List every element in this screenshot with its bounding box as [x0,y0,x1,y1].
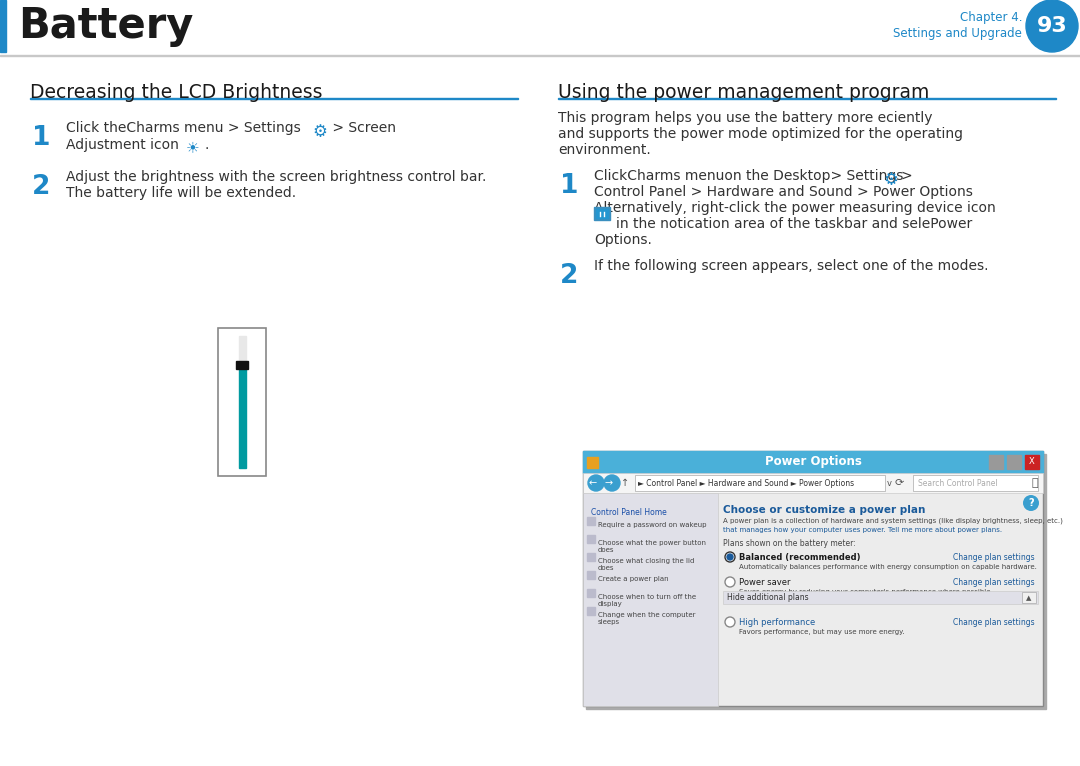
Text: ?: ? [1028,498,1034,508]
Text: X: X [1029,457,1035,466]
Bar [635,475,885,491]
Text: Change when the computer
sleeps: Change when the computer sleeps [598,612,696,625]
Text: Adjust the brightness with the screen brightness control bar.: Adjust the brightness with the screen br… [66,170,486,184]
Bar [596,209,608,218]
Bar [30,97,518,99]
Bar [913,475,1038,491]
Text: The battery life will be extended.: The battery life will be extended. [66,186,296,200]
Text: and supports the power mode optimized for the operating: and supports the power mode optimized fo… [558,127,963,141]
Bar [723,591,1038,604]
Circle shape [604,475,620,491]
Circle shape [725,577,735,587]
Text: If the following screen appears, select one of the modes.: If the following screen appears, select … [594,259,988,273]
Text: Search Control Panel: Search Control Panel [918,479,998,487]
Text: A power plan is a collection of hardware and system settings (like display brigh: A power plan is a collection of hardware… [723,518,1063,525]
Bar [588,607,595,615]
Text: 2: 2 [32,174,51,200]
Text: Using the power management program: Using the power management program [558,83,930,102]
Bar [594,207,610,220]
Bar [237,361,248,369]
Bar [588,589,595,597]
Text: ↑: ↑ [621,478,629,488]
Bar [1022,592,1036,603]
Text: Power saver: Power saver [739,578,791,587]
Text: that manages how your computer uses power. Tell me more about power plans.: that manages how your computer uses powe… [723,527,1002,533]
Text: Choose or customize a power plan: Choose or customize a power plan [723,505,926,515]
Text: Balanced (recommended): Balanced (recommended) [739,553,861,562]
Text: Favors performance, but may use more energy.: Favors performance, but may use more ene… [739,629,905,635]
Circle shape [725,552,735,562]
Bar [1025,455,1039,469]
Text: Chapter 4.: Chapter 4. [959,11,1022,25]
Text: High performance: High performance [739,618,815,627]
Bar [583,493,718,706]
Text: in the noti⁠cation area of the taskbar and selePower: in the noti⁠cation area of the taskbar a… [616,217,972,231]
Text: Options.: Options. [594,233,652,247]
Text: Alternatively, right-click the power measuring device icon: Alternatively, right-click the power mea… [594,201,996,215]
Text: 2: 2 [561,263,579,289]
Text: >: > [900,169,912,183]
Bar [588,553,595,561]
Text: environment.: environment. [558,143,651,157]
Bar [1007,455,1021,469]
Text: Hide additional plans: Hide additional plans [727,594,809,603]
Circle shape [725,617,735,627]
Text: Automatically balances performance with energy consumption on capable hardware.: Automatically balances performance with … [739,564,1037,570]
Text: Choose what closing the lid
does: Choose what closing the lid does [598,558,694,571]
Text: Saves energy by reducing your computer's performance where possible.: Saves energy by reducing your computer's… [739,589,993,595]
Text: v: v [887,479,891,487]
Bar [586,454,1047,709]
Text: Click theCharms menu > Settings: Click theCharms menu > Settings [66,121,300,135]
Text: →: → [605,478,613,488]
Text: ←: ← [589,478,597,488]
Text: ⌕: ⌕ [1031,478,1038,488]
Bar [239,336,245,365]
Bar [583,473,1043,493]
Bar [583,451,1043,473]
Circle shape [1023,495,1039,511]
Text: > Screen: > Screen [328,121,396,135]
Text: Change plan settings: Change plan settings [954,553,1035,562]
Text: 1: 1 [561,173,579,199]
Bar [588,535,595,543]
Bar [0,0,6,52]
Bar [588,571,595,579]
Circle shape [727,554,733,560]
Bar [239,365,245,468]
Text: Battery: Battery [18,5,193,47]
Text: ⟳: ⟳ [894,478,904,488]
Text: Decreasing the LCD Brightness: Decreasing the LCD Brightness [30,83,323,102]
Text: Settings and Upgrade: Settings and Upgrade [893,27,1022,40]
Bar [588,457,598,468]
Text: 1: 1 [32,125,51,151]
Text: ☀: ☀ [186,140,200,155]
Bar [218,328,266,476]
Text: 93: 93 [1037,16,1067,36]
Text: Require a password on wakeup: Require a password on wakeup [598,522,706,528]
Bar [588,517,595,525]
Text: ► Control Panel ► Hardware and Sound ► Power Options: ► Control Panel ► Hardware and Sound ► P… [638,479,854,487]
Text: Power Options: Power Options [765,456,862,469]
Text: Change plan settings: Change plan settings [954,578,1035,587]
Circle shape [588,475,604,491]
Text: Control Panel Home: Control Panel Home [591,508,666,517]
Text: Control Panel > Hardware and Sound > Power Options: Control Panel > Hardware and Sound > Pow… [594,185,973,199]
Text: This program helps you use the battery more e⁠ciently: This program helps you use the battery m… [558,111,932,125]
Text: ▲: ▲ [1026,595,1031,601]
Bar [989,455,1003,469]
Bar [583,451,1043,706]
Bar [558,97,1056,99]
Text: Choose what the power button
does: Choose what the power button does [598,540,706,553]
Text: .: . [205,138,210,152]
Text: ⚙: ⚙ [312,123,327,141]
Text: ClickCharms menuon the Desktop> Settings: ClickCharms menuon the Desktop> Settings [594,169,903,183]
Circle shape [1026,0,1078,52]
Text: Adjustment icon: Adjustment icon [66,138,179,152]
Text: Change plan settings: Change plan settings [954,618,1035,627]
Text: Create a power plan: Create a power plan [598,576,669,582]
Bar [0,54,1080,56]
Text: Plans shown on the battery meter:: Plans shown on the battery meter: [723,539,855,548]
Text: ⚙: ⚙ [883,171,897,189]
Text: Choose when to turn off the
display: Choose when to turn off the display [598,594,697,607]
